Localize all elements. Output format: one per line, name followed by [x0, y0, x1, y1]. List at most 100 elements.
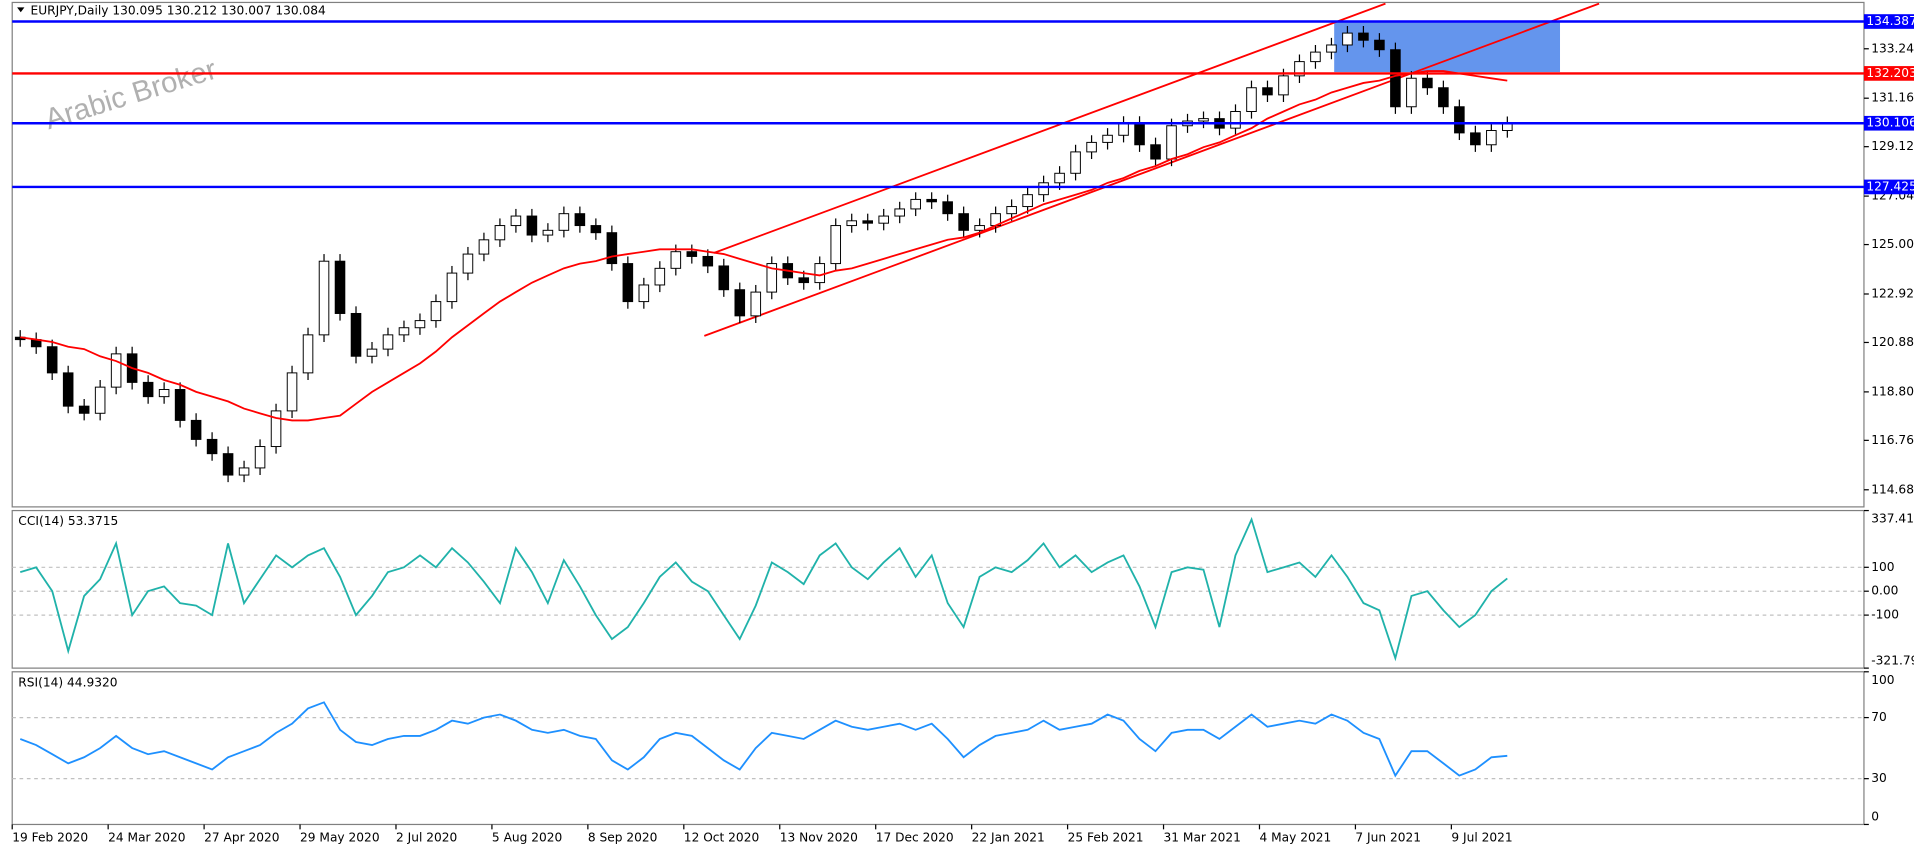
- candle-body: [622, 263, 634, 303]
- candle-body: [1342, 32, 1353, 46]
- y-tick-label: 0: [1871, 810, 1879, 824]
- cci-title: CCI(14) 53.3715: [18, 514, 118, 528]
- y-tick-label: 337.411: [1871, 512, 1914, 526]
- candle-body: [1038, 182, 1049, 196]
- candle-body: [478, 239, 490, 255]
- y-tick-label: 120.880: [1871, 335, 1914, 349]
- candle-body: [206, 438, 218, 455]
- candle-body: [526, 215, 538, 236]
- candle-body: [654, 267, 666, 286]
- candle-body: [1438, 87, 1449, 108]
- x-tick-label: 27 Apr 2020: [204, 830, 279, 844]
- candle-body: [1310, 51, 1321, 63]
- candle-body: [734, 289, 746, 317]
- y-tick-label: 131.160: [1871, 91, 1914, 105]
- y-tick-label: 129.120: [1871, 139, 1914, 153]
- candle-body: [1294, 61, 1305, 77]
- candle-body: [510, 215, 522, 227]
- channel-lower: [704, 2, 1600, 337]
- candle-body: [1374, 39, 1385, 51]
- candle-body: [270, 410, 282, 448]
- cci-panel-frame: [11, 509, 1865, 669]
- indicator-line: [19, 701, 1508, 778]
- x-tick-label: 29 May 2020: [300, 830, 380, 844]
- x-tick-label: 5 Aug 2020: [492, 830, 562, 844]
- candle-body: [1086, 141, 1097, 153]
- candle-body: [462, 253, 474, 274]
- y-tick-label: 118.800: [1871, 384, 1914, 398]
- candle-body: [1262, 87, 1273, 96]
- candle-body: [110, 353, 122, 388]
- level-label: 132.203: [1866, 66, 1914, 80]
- y-tick-label: 100: [1871, 560, 1894, 574]
- candle-body: [910, 198, 921, 210]
- candle-body: [1022, 194, 1033, 208]
- rsi-panel-frame: [11, 671, 1865, 826]
- candle-body: [1198, 118, 1209, 122]
- candle-body: [750, 291, 762, 317]
- level-label: 127.425: [1866, 179, 1914, 193]
- y-tick-label: 114.680: [1871, 482, 1914, 496]
- candle-body: [1070, 151, 1081, 174]
- candle-body: [1230, 111, 1241, 129]
- candle-body: [238, 467, 250, 476]
- candle-body: [78, 405, 90, 414]
- candle-body: [350, 312, 362, 357]
- candle-body: [366, 348, 378, 357]
- candle-body: [142, 381, 154, 398]
- x-tick-label: 13 Nov 2020: [780, 830, 858, 844]
- level-label-box: [1863, 179, 1914, 195]
- candle-body: [174, 389, 186, 421]
- candle-body: [814, 263, 826, 284]
- x-tick-label: 4 May 2021: [1259, 830, 1331, 844]
- candle-body: [894, 208, 905, 217]
- y-tick-label: 30: [1871, 771, 1887, 785]
- level-label: 134.387: [1866, 14, 1914, 28]
- level-label-box: [1863, 14, 1914, 29]
- x-tick-label: 12 Oct 2020: [684, 830, 759, 844]
- x-tick-label: 8 Sep 2020: [588, 830, 658, 844]
- candle-body: [334, 260, 346, 314]
- x-tick-label: 7 Jun 2021: [1355, 830, 1421, 844]
- x-tick-label: 2 Jul 2020: [396, 830, 457, 844]
- candle-body: [414, 320, 426, 329]
- candle-body: [1502, 123, 1513, 132]
- candle-body: [1278, 75, 1289, 96]
- candle-body: [942, 201, 953, 215]
- level-label-box: [1863, 66, 1914, 81]
- y-tick-label: -100: [1871, 608, 1899, 622]
- candle-body: [590, 225, 602, 234]
- y-tick-label: 116.760: [1871, 433, 1914, 447]
- candle-body: [926, 198, 937, 203]
- candle-body: [446, 272, 458, 303]
- candle-body: [1406, 77, 1417, 108]
- menu-triangle[interactable]: [17, 7, 25, 13]
- candle-body: [158, 389, 170, 398]
- candle-body: [1326, 44, 1337, 53]
- x-tick-label: 25 Feb 2021: [1068, 830, 1144, 844]
- candle-body: [430, 301, 442, 322]
- level-label-box: [1863, 115, 1914, 131]
- x-tick-label: 19 Feb 2020: [12, 830, 88, 844]
- candle-body: [1486, 130, 1497, 146]
- candle-body: [638, 284, 650, 303]
- zone-rectangle: [1334, 20, 1561, 73]
- candle-body: [1246, 87, 1257, 112]
- candle-body: [1102, 134, 1113, 143]
- level-label: 130.106: [1866, 116, 1914, 130]
- x-tick-label: 9 Jul 2021: [1451, 830, 1512, 844]
- candle-body: [1006, 206, 1017, 215]
- candle-body: [878, 215, 889, 224]
- candle-body: [574, 213, 586, 227]
- candle-body: [94, 386, 106, 414]
- channel-upper: [713, 2, 1386, 254]
- rsi-title: RSI(14) 44.9320: [18, 675, 117, 689]
- candle-body: [606, 232, 618, 265]
- candle-body: [1166, 125, 1177, 160]
- candle-body: [1422, 77, 1433, 89]
- candle-body: [494, 225, 506, 241]
- x-tick-label: 22 Jan 2021: [972, 830, 1045, 844]
- candle-body: [958, 213, 969, 231]
- candle-body: [670, 251, 682, 269]
